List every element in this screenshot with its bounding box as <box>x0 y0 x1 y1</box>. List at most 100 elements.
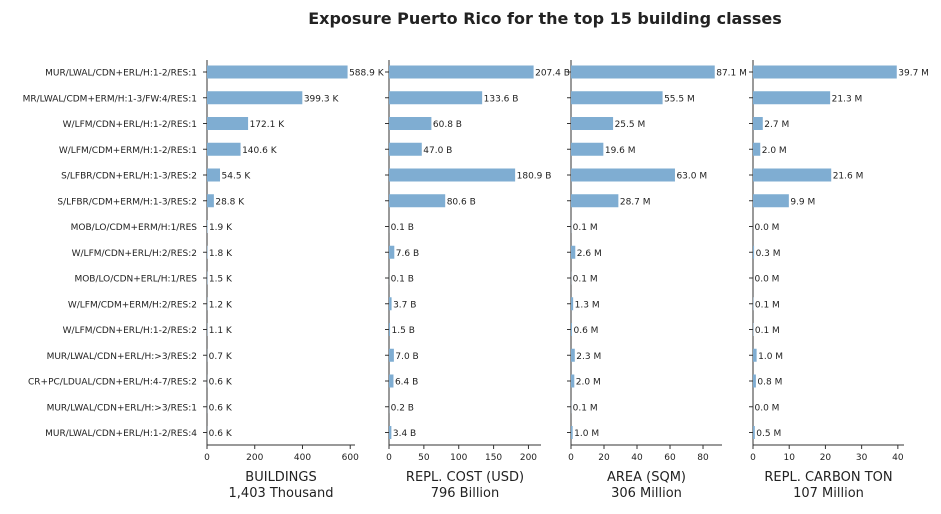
bar-value-label: 1.1 K <box>209 326 233 336</box>
bar <box>753 349 757 362</box>
bar <box>207 143 241 156</box>
bar <box>753 91 830 104</box>
bar-value-label: 25.5 M <box>615 120 646 130</box>
bar <box>389 91 482 104</box>
bar <box>571 323 572 336</box>
bar-value-label: 0.6 K <box>209 403 233 413</box>
bar <box>753 117 763 130</box>
x-tick-label: 200 <box>246 453 263 463</box>
x-tick-label: 200 <box>520 453 537 463</box>
x-tick-label: 150 <box>485 453 502 463</box>
bar-value-label: 0.1 B <box>391 275 414 285</box>
category-label: MUR/LWAL/CDN+ERL/H:>3/RES:2 <box>47 352 197 362</box>
bar <box>207 169 220 182</box>
x-tick-label: 0 <box>204 453 210 463</box>
bar-value-label: 2.7 M <box>764 120 789 130</box>
bar <box>389 375 393 388</box>
bar-value-label: 0.6 K <box>209 378 233 388</box>
x-tick-label: 40 <box>631 453 643 463</box>
x-tick-label: 0 <box>386 453 392 463</box>
x-axis-label: REPL. CARBON TON <box>764 470 892 485</box>
bar-value-label: 0.1 M <box>573 223 598 233</box>
x-axis-label: REPL. COST (USD) <box>406 470 524 485</box>
category-label: S/LFBR/CDN+ERL/H:1-3/RES:2 <box>61 172 197 182</box>
category-label: MOB/LO/CDN+ERL/H:1/RES <box>74 275 197 285</box>
bar-value-label: 87.1 M <box>716 69 747 79</box>
chart-title: Exposure Puerto Rico for the top 15 buil… <box>308 9 782 28</box>
bar-value-label: 0.1 M <box>573 275 598 285</box>
x-axis-total: 796 Billion <box>431 486 500 501</box>
bar-value-label: 9.9 M <box>790 197 815 207</box>
category-label: W/LFM/CDM+ERM/H:1-2/RES:1 <box>59 146 197 156</box>
bar-value-label: 47.0 B <box>423 146 452 156</box>
panel-3: 87.1 M55.5 M25.5 M19.6 M63.0 M28.7 M0.1 … <box>567 60 747 501</box>
bar-value-label: 2.0 M <box>576 378 601 388</box>
bar <box>389 246 394 259</box>
bar-value-label: 2.3 M <box>576 352 601 362</box>
bar-value-label: 1.9 K <box>209 223 233 233</box>
x-tick-label: 10 <box>783 453 795 463</box>
x-tick-label: 0 <box>568 453 574 463</box>
bar-value-label: 21.6 M <box>833 172 864 182</box>
bar-value-label: 80.6 B <box>447 197 476 207</box>
bar-value-label: 1.8 K <box>209 249 233 259</box>
category-label: MR/LWAL/CDM+ERM/H:1-3/FW:4/RES:1 <box>23 94 197 104</box>
bar-value-label: 28.8 K <box>215 197 245 207</box>
bar-value-label: 0.1 M <box>573 403 598 413</box>
bar-value-label: 63.0 M <box>676 172 707 182</box>
bar-value-label: 7.6 B <box>396 249 419 259</box>
bar-value-label: 588.9 K <box>349 69 385 79</box>
bar-value-label: 1.2 K <box>209 300 233 310</box>
bar-value-label: 207.4 B <box>535 69 570 79</box>
x-tick-label: 40 <box>892 453 904 463</box>
bar-value-label: 0.2 B <box>391 403 414 413</box>
bar-value-label: 0.0 M <box>755 223 780 233</box>
bar-value-label: 3.7 B <box>393 300 416 310</box>
bar-value-label: 0.5 M <box>756 429 781 439</box>
bar-value-label: 1.3 M <box>575 300 600 310</box>
bar-value-label: 0.3 M <box>756 249 781 259</box>
bar <box>753 169 831 182</box>
x-tick-label: 20 <box>598 453 610 463</box>
bar-value-label: 0.7 K <box>209 352 233 362</box>
category-label: W/LFM/CDN+ERL/H:1-2/RES:1 <box>63 120 197 130</box>
bar-value-label: 2.0 M <box>762 146 787 156</box>
bar-value-label: 0.1 M <box>755 300 780 310</box>
bar <box>207 91 302 104</box>
bar-value-label: 21.3 M <box>832 94 863 104</box>
x-axis-total: 306 Million <box>611 486 682 501</box>
bar <box>753 426 755 439</box>
x-tick-label: 80 <box>697 453 709 463</box>
bar <box>389 426 391 439</box>
bar-value-label: 1.0 M <box>758 352 783 362</box>
category-label: W/LFM/CDN+ERL/H:2/RES:2 <box>72 249 197 259</box>
bar <box>389 297 392 310</box>
bar-value-label: 0.0 M <box>755 275 780 285</box>
bar <box>753 194 789 207</box>
bar-value-label: 0.8 M <box>757 378 782 388</box>
category-label: CR+PC/LDUAL/CDN+ERL/H:4-7/RES:2 <box>28 378 197 388</box>
bar-value-label: 28.7 M <box>620 197 651 207</box>
bar <box>753 246 754 259</box>
bar <box>753 143 760 156</box>
bar <box>571 375 574 388</box>
bar-value-label: 0.6 K <box>209 429 233 439</box>
bar <box>389 194 445 207</box>
bar-value-label: 0.0 M <box>755 403 780 413</box>
bar-value-label: 19.6 M <box>605 146 636 156</box>
category-label: S/LFBR/CDM+ERM/H:1-3/RES:2 <box>57 197 197 207</box>
x-axis-label: BUILDINGS <box>245 470 316 485</box>
category-label: MUR/LWAL/CDN+ERL/H:>3/RES:1 <box>47 403 197 413</box>
bar <box>389 323 390 336</box>
x-axis-label: AREA (SQM) <box>607 470 686 485</box>
bar <box>389 66 534 79</box>
x-tick-label: 30 <box>856 453 868 463</box>
bar-value-label: 1.5 K <box>209 275 233 285</box>
bar <box>571 143 603 156</box>
bar <box>571 297 573 310</box>
x-tick-label: 20 <box>820 453 832 463</box>
